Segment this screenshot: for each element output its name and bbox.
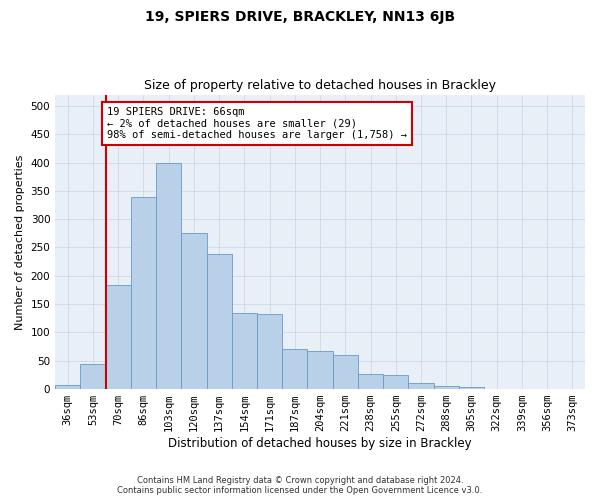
Bar bbox=[131, 196, 156, 389]
Bar bbox=[484, 388, 509, 389]
X-axis label: Distribution of detached houses by size in Brackley: Distribution of detached houses by size … bbox=[168, 437, 472, 450]
Bar bbox=[106, 286, 131, 389]
Bar bbox=[206, 254, 232, 389]
Bar bbox=[383, 375, 409, 389]
Bar bbox=[55, 384, 80, 389]
Y-axis label: Number of detached properties: Number of detached properties bbox=[15, 154, 25, 330]
Text: 19, SPIERS DRIVE, BRACKLEY, NN13 6JB: 19, SPIERS DRIVE, BRACKLEY, NN13 6JB bbox=[145, 10, 455, 24]
Bar bbox=[509, 388, 535, 389]
Bar bbox=[232, 312, 257, 389]
Title: Size of property relative to detached houses in Brackley: Size of property relative to detached ho… bbox=[144, 79, 496, 92]
Bar bbox=[257, 314, 282, 389]
Bar bbox=[332, 355, 358, 389]
Bar bbox=[181, 234, 206, 389]
Bar bbox=[282, 350, 307, 389]
Text: 19 SPIERS DRIVE: 66sqm
← 2% of detached houses are smaller (29)
98% of semi-deta: 19 SPIERS DRIVE: 66sqm ← 2% of detached … bbox=[107, 107, 407, 140]
Bar bbox=[358, 374, 383, 389]
Text: Contains HM Land Registry data © Crown copyright and database right 2024.
Contai: Contains HM Land Registry data © Crown c… bbox=[118, 476, 482, 495]
Bar bbox=[459, 388, 484, 389]
Bar bbox=[409, 383, 434, 389]
Bar bbox=[307, 351, 332, 389]
Bar bbox=[156, 162, 181, 389]
Bar bbox=[434, 386, 459, 389]
Bar bbox=[80, 364, 106, 389]
